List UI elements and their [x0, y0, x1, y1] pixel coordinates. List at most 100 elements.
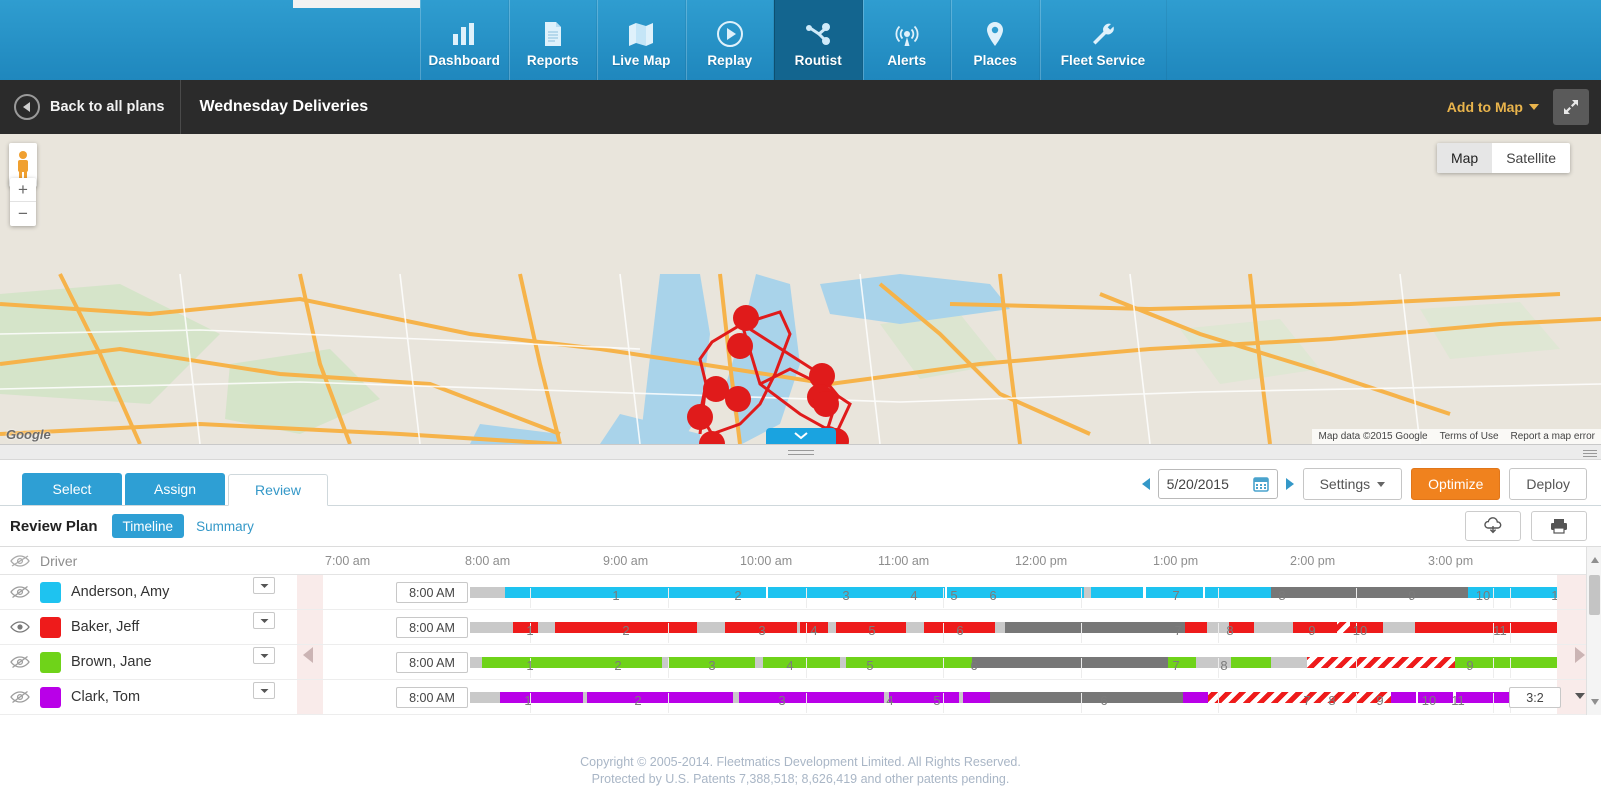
timeline-segment-gray[interactable] — [797, 621, 800, 633]
start-time-input[interactable]: 8:00 AM — [396, 652, 468, 673]
zoom-out-button[interactable]: − — [18, 204, 28, 223]
stop-number[interactable]: 2 — [622, 623, 630, 638]
timeline-segment-gray[interactable] — [470, 691, 500, 703]
timeline-segment-gray[interactable] — [828, 621, 836, 633]
stop-number[interactable]: 3 — [708, 658, 716, 673]
stop-number[interactable]: 9 — [1308, 623, 1316, 638]
stop-number[interactable]: 1 — [612, 588, 620, 603]
stop-number[interactable]: 11 — [1451, 693, 1465, 708]
route-map[interactable]: + − Map Satellite Google Map data ©2015 … — [0, 134, 1601, 444]
stop-number[interactable]: 3 — [778, 693, 786, 708]
nav-item-live-map[interactable]: Live Map — [597, 0, 686, 80]
timeline-segment-color[interactable] — [739, 691, 884, 703]
timeline-segment-color[interactable] — [1091, 586, 1143, 598]
nav-item-alerts[interactable]: Alerts — [862, 0, 951, 80]
stop-number[interactable]: 3 — [842, 588, 850, 603]
stop-number[interactable]: 1 — [526, 623, 534, 638]
timeline-scroll-left-button[interactable] — [303, 647, 313, 663]
deploy-button[interactable]: Deploy — [1509, 468, 1587, 500]
timeline-segment-color[interactable] — [505, 586, 766, 598]
stop-number[interactable]: 6 — [1100, 693, 1108, 708]
nav-item-routist[interactable]: Routist — [774, 0, 863, 80]
timeline-segment-color[interactable] — [836, 621, 906, 633]
timeline-segment-dgray[interactable] — [990, 691, 1183, 703]
toggle-all-visibility-button[interactable] — [0, 554, 40, 568]
stop-number[interactable]: 7 — [1303, 693, 1311, 708]
end-time-input[interactable]: 3:2 — [1509, 687, 1561, 708]
timeline-segment-color[interactable] — [1418, 691, 1453, 703]
stop-number[interactable]: 4 — [810, 623, 818, 638]
timeline-segment-color[interactable] — [947, 586, 1084, 598]
timeline-segment-color[interactable] — [1350, 621, 1383, 633]
timeline-segment-color[interactable] — [1168, 656, 1196, 668]
timeline-segment-gray[interactable] — [1271, 656, 1307, 668]
nav-item-replay[interactable]: Replay — [685, 0, 774, 80]
report-map-error-link[interactable]: Report a map error — [1510, 431, 1595, 442]
expand-fullscreen-button[interactable] — [1553, 89, 1589, 125]
scrollbar-thumb[interactable] — [1589, 575, 1600, 615]
stop-number[interactable]: 8 — [1328, 693, 1336, 708]
timeline-segment-color[interactable] — [1183, 691, 1208, 703]
stop-number[interactable]: 7 — [1174, 623, 1182, 638]
timeline-segment-color[interactable] — [555, 621, 697, 633]
stop-number[interactable]: 10 — [1421, 693, 1437, 708]
stop-number[interactable]: 2 — [734, 588, 742, 603]
timeline-segment-color[interactable] — [924, 621, 995, 633]
stop-number[interactable]: 3 — [758, 623, 766, 638]
terms-of-use-link[interactable]: Terms of Use — [1439, 431, 1499, 442]
stop-number[interactable]: 5 — [933, 693, 941, 708]
timeline-segment-gray[interactable] — [755, 656, 763, 668]
timeline-segment-gray[interactable] — [470, 621, 513, 633]
timeline-segment-gray[interactable] — [1084, 586, 1091, 598]
stop-number[interactable]: 4 — [886, 693, 894, 708]
timeline-segment-color[interactable] — [846, 656, 972, 668]
stop-number[interactable]: 9 — [1408, 588, 1416, 603]
stop-number[interactable]: 1 — [524, 693, 532, 708]
stop-number[interactable]: 10 — [1475, 588, 1491, 603]
tab-assign[interactable]: Assign — [125, 473, 225, 505]
timeline-segment-color[interactable] — [1391, 691, 1416, 703]
driver-options-dropdown[interactable] — [253, 612, 275, 629]
view-toggle-summary[interactable]: Summary — [196, 518, 254, 534]
timeline-segment-gray[interactable] — [840, 656, 846, 668]
start-time-input[interactable]: 8:00 AM — [396, 617, 468, 638]
driver-options-dropdown[interactable] — [253, 577, 275, 594]
timeline-segment-gray[interactable] — [1383, 621, 1415, 633]
timeline-segment-gray[interactable] — [662, 656, 669, 668]
timeline-segment-color[interactable] — [1415, 621, 1601, 633]
driver-options-dropdown[interactable] — [253, 647, 275, 664]
timeline-segment-gray[interactable] — [884, 691, 889, 703]
arrow-down-icon[interactable] — [1591, 699, 1599, 705]
timeline-segment-gray[interactable] — [906, 621, 924, 633]
stop-number[interactable]: 7 — [1172, 658, 1180, 673]
timeline-segment-color[interactable] — [482, 656, 662, 668]
date-input[interactable]: 5/20/2015 — [1157, 469, 1278, 499]
timeline-segment-color[interactable] — [669, 656, 755, 668]
export-download-button[interactable] — [1465, 511, 1521, 541]
stop-number[interactable]: 1 — [526, 658, 534, 673]
start-time-input[interactable]: 8:00 AM — [396, 582, 468, 603]
map-type-map[interactable]: Map — [1436, 143, 1493, 173]
timeline-segment-color[interactable] — [725, 621, 797, 633]
timeline-segment-hatch[interactable] — [1337, 621, 1350, 633]
stop-number[interactable]: 8 — [1278, 588, 1286, 603]
stop-number[interactable]: 6 — [956, 623, 964, 638]
timeline-segment-color[interactable] — [1146, 586, 1203, 598]
stop-number[interactable]: 8 — [1220, 658, 1228, 673]
timeline-segment-color[interactable] — [1455, 656, 1601, 668]
map-type-satellite[interactable]: Satellite — [1506, 150, 1556, 166]
nav-item-fleet-service[interactable]: Fleet Service — [1039, 0, 1167, 80]
stop-number[interactable]: 4 — [910, 588, 918, 603]
stop-number[interactable]: 8 — [1226, 623, 1234, 638]
start-time-input[interactable]: 8:00 AM — [396, 687, 468, 708]
timeline-segment-color[interactable] — [1229, 621, 1254, 633]
driver-visibility-toggle[interactable] — [0, 655, 40, 669]
timeline-segment-color[interactable] — [500, 691, 583, 703]
stop-number[interactable]: 5 — [866, 658, 874, 673]
stop-number[interactable]: 9 — [1466, 658, 1474, 673]
nav-item-reports[interactable]: Reports — [508, 0, 597, 80]
timeline-segment-dgray[interactable] — [1271, 586, 1468, 598]
panel-splitter[interactable] — [0, 444, 1601, 460]
stop-number[interactable]: 6 — [989, 588, 997, 603]
timeline-scroll-right-button[interactable] — [1575, 647, 1585, 663]
